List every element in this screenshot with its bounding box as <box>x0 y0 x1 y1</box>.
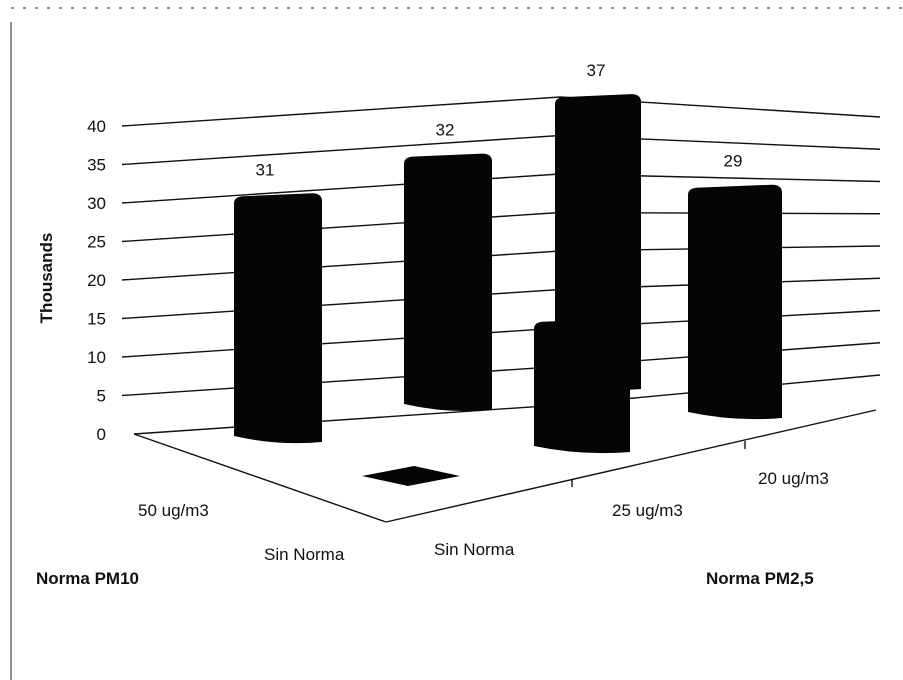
depth-category-label: 50 ug/m3 <box>138 501 209 520</box>
gridline <box>121 96 881 127</box>
bar <box>555 94 641 391</box>
bar <box>362 466 460 486</box>
y-tick-label: 15 <box>87 310 106 329</box>
y-tick-label: 35 <box>87 156 106 175</box>
floor-front-edge <box>385 409 877 523</box>
gridline <box>121 134 881 166</box>
bars <box>234 94 782 486</box>
data-label: 31 <box>256 160 275 179</box>
depth-category-label: Sin Norma <box>264 545 345 564</box>
data-labels: 37 31 32 29 <box>256 61 743 179</box>
y-tick-label: 25 <box>87 233 106 252</box>
bar <box>688 184 782 420</box>
x-category-label: 25 ug/m3 <box>612 501 683 520</box>
y-tick-label: 40 <box>87 117 106 136</box>
y-tick-label: 0 <box>97 425 106 444</box>
bar <box>404 153 492 412</box>
data-label: 29 <box>724 152 743 171</box>
bar <box>234 193 322 444</box>
depth-axis-label: Norma PM10 <box>36 569 139 588</box>
y-tick-label: 5 <box>97 387 106 406</box>
y-tick-label: 30 <box>87 194 106 213</box>
y-axis-label: Thousands <box>37 233 56 324</box>
y-tick-labels: 0 5 10 15 20 25 30 35 40 <box>87 117 106 444</box>
bar <box>534 318 630 454</box>
x-category-label: Sin Norma <box>434 540 515 559</box>
y-tick-label: 10 <box>87 348 106 367</box>
floor-left-edge <box>133 433 387 523</box>
data-label: 32 <box>436 121 455 140</box>
x-category-label: 20 ug/m3 <box>758 469 829 488</box>
x-axis-label: Norma PM2,5 <box>706 569 814 588</box>
y-tick-label: 20 <box>87 271 106 290</box>
data-label: 37 <box>587 61 606 80</box>
